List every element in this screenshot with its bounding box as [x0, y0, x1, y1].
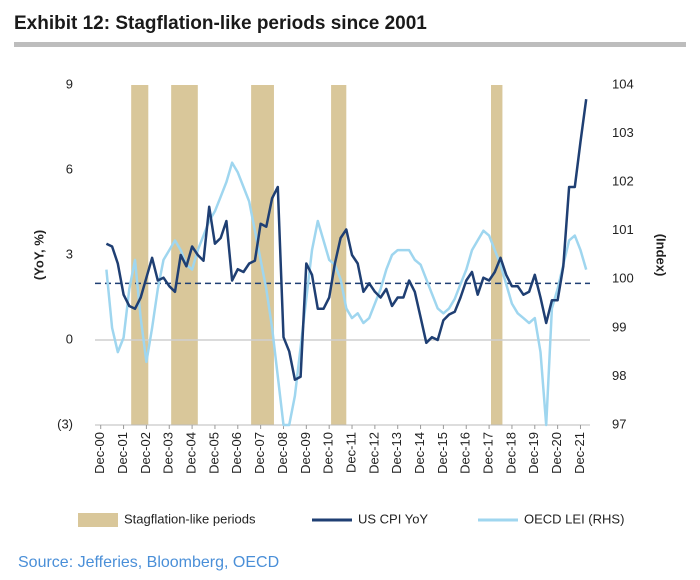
x-tick-label: Dec-05	[206, 432, 221, 474]
y2-tick-label: 101	[612, 222, 634, 237]
x-tick-label: Dec-12	[366, 432, 381, 474]
y2-tick-label: 103	[612, 125, 634, 140]
title-rule	[14, 42, 686, 47]
y-tick-label: 3	[66, 246, 73, 261]
source-note: Source: Jefferies, Bloomberg, OECD	[18, 554, 279, 571]
y-tick-label: 0	[66, 331, 73, 346]
x-tick-label: Dec-15	[435, 432, 450, 474]
y-tick-label: (3)	[57, 416, 73, 431]
y2-tick-label: 97	[612, 416, 626, 431]
y2-axis-title: (Index)	[654, 234, 669, 277]
y-axis-title: (YoY, %)	[31, 230, 46, 280]
shaded-period	[171, 85, 198, 425]
shaded-period	[131, 85, 149, 425]
x-tick-label: Dec-02	[138, 432, 153, 474]
x-tick-label: Dec-17	[481, 432, 496, 474]
x-tick-label: Dec-20	[549, 432, 564, 474]
y2-tick-label: 102	[612, 174, 634, 189]
x-tick-label: Dec-09	[298, 432, 313, 474]
x-tick-label: Dec-10	[321, 432, 336, 474]
x-tick-label: Dec-14	[412, 432, 427, 474]
y2-tick-label: 99	[612, 319, 626, 334]
x-tick-label: Dec-11	[343, 432, 358, 473]
y-tick-label: 6	[66, 161, 73, 176]
y2-tick-label: 100	[612, 271, 634, 286]
x-tick-label: Dec-01	[115, 432, 130, 474]
x-tick-label: Dec-08	[275, 432, 290, 474]
x-tick-label: Dec-03	[161, 432, 176, 474]
x-tick-label: Dec-13	[389, 432, 404, 474]
legend-swatch	[78, 513, 118, 527]
x-tick-label: Dec-18	[503, 432, 518, 474]
x-tick-label: Dec-04	[184, 432, 199, 474]
chart-title: Exhibit 12: Stagflation-like periods sin…	[14, 13, 427, 34]
legend-label: OECD LEI (RHS)	[524, 511, 624, 526]
x-tick-label: Dec-19	[526, 432, 541, 474]
x-tick-label: Dec-00	[92, 432, 107, 474]
x-tick-label: Dec-07	[252, 432, 267, 474]
series-line	[105, 99, 588, 381]
x-tick-label: Dec-06	[229, 432, 244, 474]
shaded-period	[331, 85, 347, 425]
y-tick-label: 9	[66, 76, 73, 91]
y2-tick-label: 98	[612, 368, 626, 383]
legend-label: US CPI YoY	[358, 511, 428, 526]
x-tick-label: Dec-21	[572, 432, 587, 474]
legend-label: Stagflation-like periods	[124, 511, 256, 526]
x-tick-label: Dec-16	[458, 432, 473, 474]
y2-tick-label: 104	[612, 76, 634, 91]
